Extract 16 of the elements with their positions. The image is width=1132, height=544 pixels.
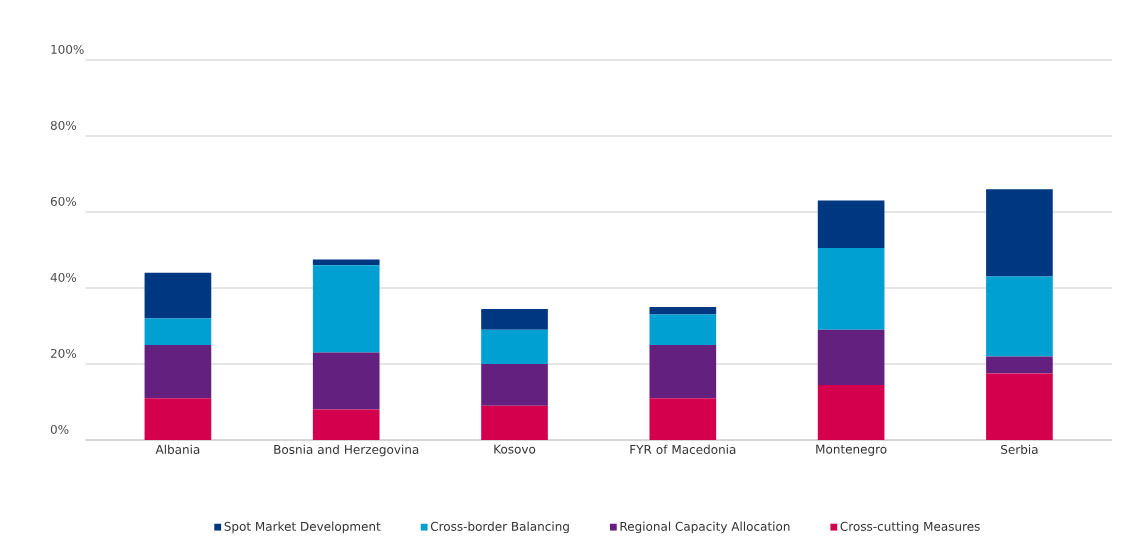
x-tick-label: Albania xyxy=(155,444,200,454)
x-tick-label: Montenegro xyxy=(816,444,887,456)
legend-label: Spot Market Development xyxy=(224,521,381,534)
legend-label: Regional Capacity Allocation xyxy=(620,521,790,534)
legend-label: Cross-cutting Measures xyxy=(840,521,980,534)
y-tick-label: 0% xyxy=(50,424,69,434)
y-tick-label: 20% xyxy=(50,348,77,358)
y-tick-label: 60% xyxy=(50,196,77,206)
x-tick-label: Bosnia and Herzegovina xyxy=(274,444,419,457)
x-tick-label: Kosovo xyxy=(494,444,536,454)
legend-label: Cross-border Balancing xyxy=(430,521,569,534)
y-tick-label: 80% xyxy=(50,120,77,130)
y-tick-label: 100% xyxy=(51,44,84,54)
y-tick-label: 40% xyxy=(50,272,77,282)
x-tick-label: Serbia xyxy=(1001,444,1038,454)
x-tick-label: FYR of Macedonia xyxy=(630,444,736,454)
